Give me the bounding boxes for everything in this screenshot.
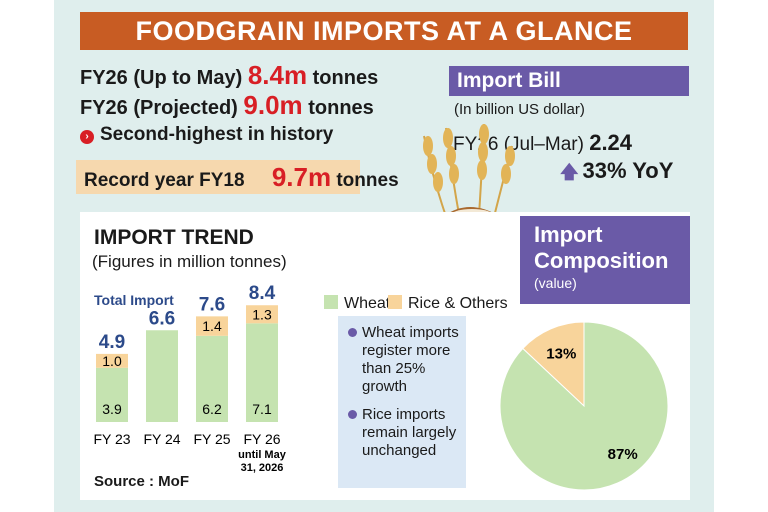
bar-wheat-label-0: 3.9 xyxy=(102,401,122,417)
total-import-label: Total Import xyxy=(94,292,174,308)
composition-title-line2: Composition xyxy=(534,248,669,273)
pie-label-0: 87% xyxy=(608,446,638,463)
category-label-3: FY 26 xyxy=(243,431,280,447)
stat-fy26-projected-label: FY26 (Projected) xyxy=(80,97,238,119)
stat-fy26-to-may: FY26 (Up to May) 8.4m tonnes xyxy=(80,62,378,91)
import-composition-pie: 13% 87% xyxy=(499,321,669,491)
stat-fy26-projected: FY26 (Projected) 9.0m tonnes xyxy=(80,92,374,121)
import-trend-chart: 3.9 1.04.9 FY 23 6.6 FY 24 6.2 1.4 7.6 FY 25 7.1 1… xyxy=(93,283,287,474)
import-bill-yoy: 🡅 33% YoY xyxy=(560,158,673,190)
history-note-text: Second-highest in history xyxy=(100,124,334,145)
legend-swatch-rice xyxy=(388,295,402,309)
import-bill-yoy-text: 33% YoY xyxy=(582,158,674,183)
trend-notes: Wheat imports register more than 25% gro… xyxy=(338,316,466,488)
infographic: FOODGRAIN IMPORTS AT A GLANCE FY26 (Up t… xyxy=(54,0,714,512)
stat-fy26-projected-value: 9.0m xyxy=(243,90,303,120)
source-note: Source : MoF xyxy=(94,473,190,490)
stat-fy26-to-may-value: 8.4m xyxy=(247,60,308,90)
bar-rice-3 xyxy=(246,305,278,324)
bar-total-label-1: 6.6 xyxy=(149,308,175,329)
history-note: › Second-highest in history xyxy=(80,124,333,146)
legend-item-rice: Rice & Others xyxy=(388,295,508,313)
record-year-box: Record year FY18 9.7m tonnes xyxy=(76,160,399,194)
legend-label-rice: Rice & Others xyxy=(408,295,508,312)
category-note-3-1: 31, 2026 xyxy=(241,462,284,474)
import-bill-subtitle: (In billion US dollar) xyxy=(454,101,585,118)
pie-slice-0 xyxy=(499,321,669,491)
bar-wheat-label-2: 6.2 xyxy=(202,401,222,417)
import-trend-title: IMPORT TREND xyxy=(94,226,254,249)
note-wheat: Wheat imports register more than 25% gro… xyxy=(348,324,460,396)
bullet-icon xyxy=(348,328,357,337)
record-year-value: 9.7m xyxy=(271,162,332,192)
bullet-icon xyxy=(348,410,357,419)
stat-fy26-to-may-unit: tonnes xyxy=(312,67,379,89)
record-year-label: Record year FY18 xyxy=(84,170,245,191)
pie-label-1: 13% xyxy=(546,346,576,363)
note-wheat-text: Wheat imports register more than 25% gro… xyxy=(362,324,459,395)
bar-wheat-label-3: 7.1 xyxy=(252,401,272,417)
note-rice: Rice imports remain largely unchanged xyxy=(348,406,460,460)
bar-rice-label-3: 1.3 xyxy=(252,306,272,322)
composition-heading: Import Composition (value) xyxy=(520,216,690,304)
bar-total-label-3: 8.4 xyxy=(249,283,276,304)
category-label-2: FY 25 xyxy=(193,431,230,447)
category-label-0: FY 23 xyxy=(93,431,130,447)
bar-wheat-3 xyxy=(246,323,278,422)
chevron-right-icon: › xyxy=(80,130,94,144)
legend-label-wheat: Wheat xyxy=(344,295,391,312)
category-note-3-0: until May xyxy=(238,449,287,461)
page-title: FOODGRAIN IMPORTS AT A GLANCE xyxy=(80,12,688,50)
bar-rice-label-0: 1.0 xyxy=(102,353,122,369)
note-rice-text: Rice imports remain largely unchanged xyxy=(362,406,457,459)
import-trend-subtitle: (Figures in million tonnes) xyxy=(92,252,287,271)
import-bill-value: 2.24 xyxy=(589,130,633,155)
bar-wheat-2 xyxy=(196,335,228,422)
bar-wheat-1 xyxy=(146,330,178,422)
import-bill-heading: Import Bill xyxy=(449,66,689,96)
bar-rice-0 xyxy=(96,353,128,368)
composition-title-line1: Import xyxy=(534,222,603,247)
stat-fy26-to-may-label: FY26 (Up to May) xyxy=(80,67,243,89)
stat-fy26-projected-unit: tonnes xyxy=(308,97,374,119)
record-year-unit: tonnes xyxy=(336,170,399,191)
bar-wheat-0 xyxy=(96,367,128,422)
bar-total-label-2: 7.6 xyxy=(199,294,225,315)
bar-rice-label-2: 1.4 xyxy=(202,318,222,334)
legend-swatch-wheat xyxy=(324,295,338,309)
pie-slice-1 xyxy=(522,321,585,408)
arrow-up-icon: 🡅 xyxy=(560,162,579,182)
bar-rice-2 xyxy=(196,316,228,336)
composition-subtitle: (value) xyxy=(534,275,577,291)
bar-total-label-0: 4.9 xyxy=(99,332,125,353)
category-label-1: FY 24 xyxy=(143,431,180,447)
legend-item-wheat: Wheat xyxy=(324,295,390,313)
